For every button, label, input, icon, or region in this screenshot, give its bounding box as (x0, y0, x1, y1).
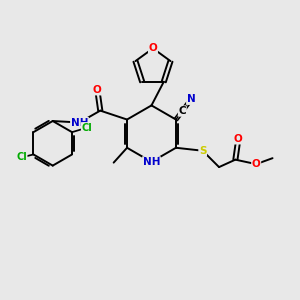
Text: O: O (234, 134, 243, 144)
Text: N: N (187, 94, 196, 104)
Text: Cl: Cl (16, 152, 27, 162)
Text: S: S (199, 146, 206, 156)
Text: Cl: Cl (82, 123, 92, 133)
Text: C: C (178, 106, 186, 116)
Text: NH: NH (71, 118, 88, 128)
Text: NH: NH (143, 157, 160, 167)
Text: O: O (93, 85, 102, 95)
Text: O: O (148, 44, 157, 53)
Text: O: O (252, 159, 261, 169)
